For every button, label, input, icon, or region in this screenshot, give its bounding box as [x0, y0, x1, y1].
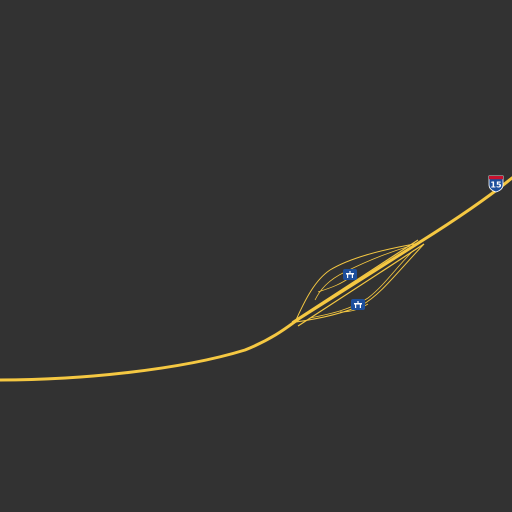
rest-area-icon[interactable]	[351, 299, 365, 310]
highway-carriageway-south	[297, 243, 425, 327]
rest-area-icon[interactable]	[343, 269, 357, 280]
interchange-ramp-south-inner	[309, 249, 415, 319]
interchange-ramp-north[interactable]	[295, 242, 421, 321]
interchange-ramp-south[interactable]	[295, 243, 425, 323]
interstate-shield-icon[interactable]: 15	[488, 175, 504, 193]
interchange-connector-south	[339, 303, 369, 313]
interstate-route-number: 15	[490, 181, 502, 190]
highway-carriageway-north	[291, 239, 419, 323]
highway-main-road[interactable]	[0, 176, 512, 382]
